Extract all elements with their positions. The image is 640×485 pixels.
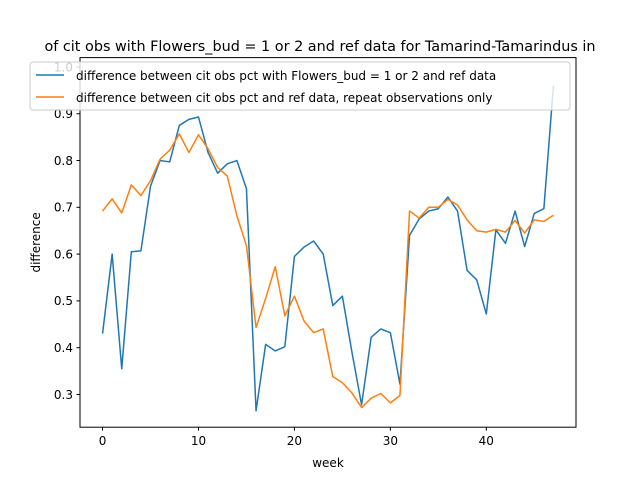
- series-line-1: [101, 133, 554, 409]
- legend: difference between cit obs pct with Flow…: [29, 61, 571, 111]
- x-axis-label: week: [312, 456, 344, 470]
- y-tick-label: 0.9: [54, 107, 73, 121]
- y-axis-label: difference: [29, 212, 43, 272]
- legend-label: difference between cit obs pct with Flow…: [76, 69, 496, 83]
- series-lines: [101, 85, 555, 412]
- legend-label: difference between cit obs pct and ref d…: [76, 91, 492, 105]
- x-tick-label: 40: [479, 434, 494, 448]
- x-tick-label: 20: [287, 434, 302, 448]
- y-tick-label: 0.4: [54, 341, 73, 355]
- x-tick-label: 30: [383, 434, 398, 448]
- series-line-0: [101, 85, 555, 412]
- x-tick-label: 0: [99, 434, 107, 448]
- y-tick-label: 0.8: [54, 154, 73, 168]
- x-tick-label: 10: [191, 434, 206, 448]
- chart-title: of cit obs with Flowers_bud = 1 or 2 and…: [44, 39, 595, 55]
- y-tick-label: 0.3: [54, 388, 73, 402]
- axes-frame: [79, 57, 577, 428]
- y-tick-label: 0.5: [54, 294, 73, 308]
- legend-box: [29, 61, 571, 111]
- y-tick-label: 0.6: [54, 247, 73, 261]
- y-tick-label: 0.7: [54, 201, 73, 215]
